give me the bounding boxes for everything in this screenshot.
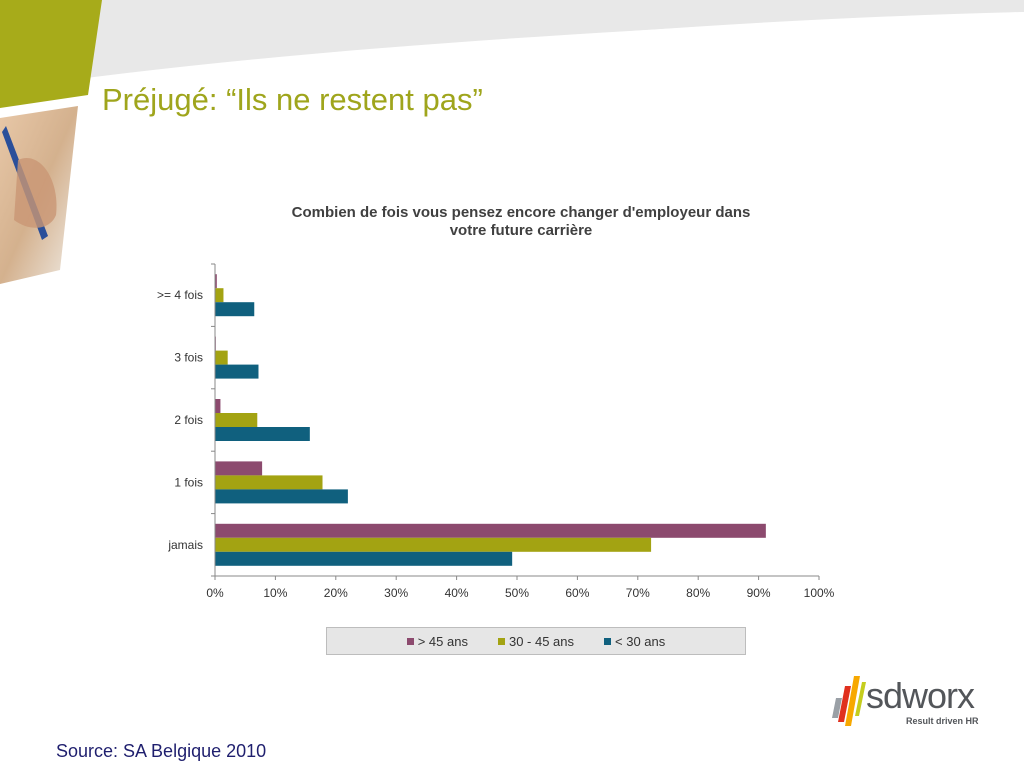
category-label: 2 fois [174, 413, 203, 427]
legend-swatch-30-45 [497, 637, 505, 645]
x-tick-label: 50% [505, 586, 529, 600]
x-tick-label: 40% [445, 586, 469, 600]
bar-1-1 [215, 274, 217, 289]
logo-tagline: Result driven HR [906, 716, 979, 726]
bar-2-5 [215, 537, 652, 552]
legend-label-under-30: < 30 ans [615, 633, 666, 649]
x-tick-label: 10% [263, 586, 287, 600]
slide-title: Préjugé: “Ils ne restent pas” [102, 82, 483, 117]
category-label: 1 fois [174, 475, 203, 489]
chart-legend: > 45 ans 30 - 45 ans < 30 ans [326, 627, 746, 655]
bar-3-1 [215, 302, 255, 317]
chart-title: Combien de fois vous pensez encore chang… [200, 204, 842, 240]
bar-1-4 [215, 461, 263, 476]
x-tick-label: 80% [686, 586, 710, 600]
chart-title-line-2: votre future carrière [449, 222, 593, 239]
legend-label-30-45: 30 - 45 ans [508, 633, 575, 649]
bar-1-5 [215, 523, 766, 538]
source-note: Source: SA Belgique 2010 [56, 741, 267, 761]
x-tick-label: 100% [804, 586, 835, 600]
top-swoosh [0, 0, 1024, 110]
legend-item-under-30: < 30 ans [604, 634, 665, 649]
bar-2-2 [215, 350, 228, 365]
x-tick-label: 70% [626, 586, 650, 600]
x-tick-label: 90% [747, 586, 771, 600]
category-label: jamais [167, 538, 203, 552]
legend-item-30-45: 30 - 45 ans [497, 633, 575, 649]
bar-2-4 [215, 475, 323, 490]
legend-swatch-over-45 [406, 637, 414, 645]
logo-wordmark: sdworx [866, 675, 975, 716]
legend-swatch-under-30 [604, 637, 612, 645]
x-tick-label: 20% [324, 586, 348, 600]
bar-2-3 [215, 413, 258, 427]
bar-3-2 [215, 364, 259, 379]
x-tick-label: 30% [384, 586, 408, 600]
hand-shape [14, 158, 57, 228]
legend-label-over-45: > 45 ans [417, 633, 468, 649]
x-tick-label: 60% [565, 586, 589, 600]
sdworx-logo: sdworx Result driven HR [832, 672, 992, 732]
logo-stripes-icon [832, 676, 866, 726]
bar-3-3 [215, 427, 310, 441]
category-label: 3 fois [174, 351, 203, 365]
chart-title-line-1: Combien de fois vous pensez encore chang… [291, 204, 751, 221]
bar-3-5 [215, 551, 513, 566]
olive-corner-shape [0, 0, 102, 108]
x-tick-label: 0% [206, 586, 224, 600]
bar-3-4 [215, 489, 348, 504]
bar-1-3 [215, 399, 221, 413]
legend-item-over-45: > 45 ans [406, 633, 468, 649]
category-label: >= 4 fois [157, 288, 203, 302]
bar-2-1 [215, 288, 224, 303]
